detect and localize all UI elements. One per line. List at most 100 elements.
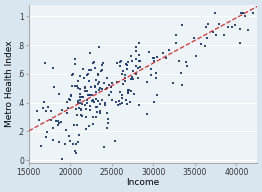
Point (126, 60, 130, 64)
Point (145, 80, 149, 84)
Point (198, 42, 203, 46)
Point (77, 107, 81, 110)
Point (81, 67, 85, 70)
Point (76, 80, 80, 83)
Point (95, 105, 99, 108)
Point (76, 100, 80, 103)
Point (211, 30, 215, 33)
Point (60, 109, 64, 112)
Point (80, 102, 84, 105)
Point (92, 85, 97, 88)
Point (105, 112, 109, 115)
Point (238, 12, 243, 15)
Point (110, 82, 114, 85)
Point (132, 92, 136, 95)
Point (212, 12, 217, 15)
Point (51, 67, 55, 70)
Point (100, 98, 104, 101)
Point (129, 77, 133, 80)
Point (100, 88, 105, 91)
Point (88, 94, 92, 97)
Point (134, 64, 138, 67)
Point (120, 73, 124, 76)
Point (125, 90, 130, 93)
Point (116, 103, 120, 106)
Point (98, 86, 102, 89)
Point (78, 95, 83, 98)
Point (146, 50, 151, 53)
Point (152, 60, 156, 63)
Point (103, 102, 107, 105)
Point (68, 139, 72, 142)
Point (94, 91, 98, 94)
Point (88, 108, 92, 111)
Point (90, 99, 95, 102)
Point (171, 81, 176, 84)
Point (90, 93, 94, 96)
Point (128, 100, 132, 103)
Point (108, 85, 113, 88)
Point (78, 101, 82, 104)
Point (115, 62, 119, 65)
Point (127, 88, 132, 91)
Point (192, 37, 196, 40)
Point (155, 56, 160, 59)
Point (238, 41, 243, 44)
Point (92, 61, 96, 64)
Point (91, 122, 95, 125)
Point (60, 157, 64, 160)
Point (115, 81, 119, 84)
Point (57, 141, 62, 144)
Point (126, 88, 130, 91)
Point (241, 12, 245, 15)
Point (56, 124, 60, 127)
Point (167, 48, 171, 51)
Point (96, 74, 101, 77)
Point (74, 151, 78, 154)
Point (152, 57, 156, 60)
Point (59, 121, 63, 124)
Point (106, 121, 110, 124)
Point (75, 113, 80, 116)
Point (154, 76, 158, 79)
Point (74, 107, 78, 110)
Point (107, 84, 111, 87)
Point (138, 65, 142, 69)
Point (78, 93, 82, 96)
Point (70, 74, 74, 77)
Point (177, 59, 181, 62)
Point (134, 50, 138, 53)
Point (78, 99, 82, 102)
Point (96, 46, 101, 49)
Point (94, 115, 98, 118)
Point (174, 41, 178, 44)
Point (56, 120, 60, 123)
Point (185, 65, 189, 68)
Point (226, 25, 230, 28)
Point (130, 60, 134, 63)
Point (69, 94, 73, 97)
Point (174, 34, 178, 37)
Point (164, 56, 168, 59)
Point (79, 108, 83, 111)
Point (183, 61, 188, 64)
Point (44, 109, 48, 112)
Point (85, 98, 89, 101)
Point (67, 97, 72, 100)
Point (91, 61, 96, 65)
Point (51, 139, 56, 142)
Point (120, 97, 124, 100)
Point (69, 93, 74, 96)
Point (75, 85, 79, 88)
Point (104, 88, 108, 91)
Point (91, 116, 95, 119)
Point (246, 29, 250, 32)
Point (51, 85, 56, 89)
Point (86, 93, 90, 96)
Point (114, 100, 118, 103)
Point (118, 60, 122, 63)
Point (92, 100, 96, 103)
Point (99, 69, 103, 72)
X-axis label: Income: Income (126, 178, 160, 187)
Point (88, 52, 92, 55)
